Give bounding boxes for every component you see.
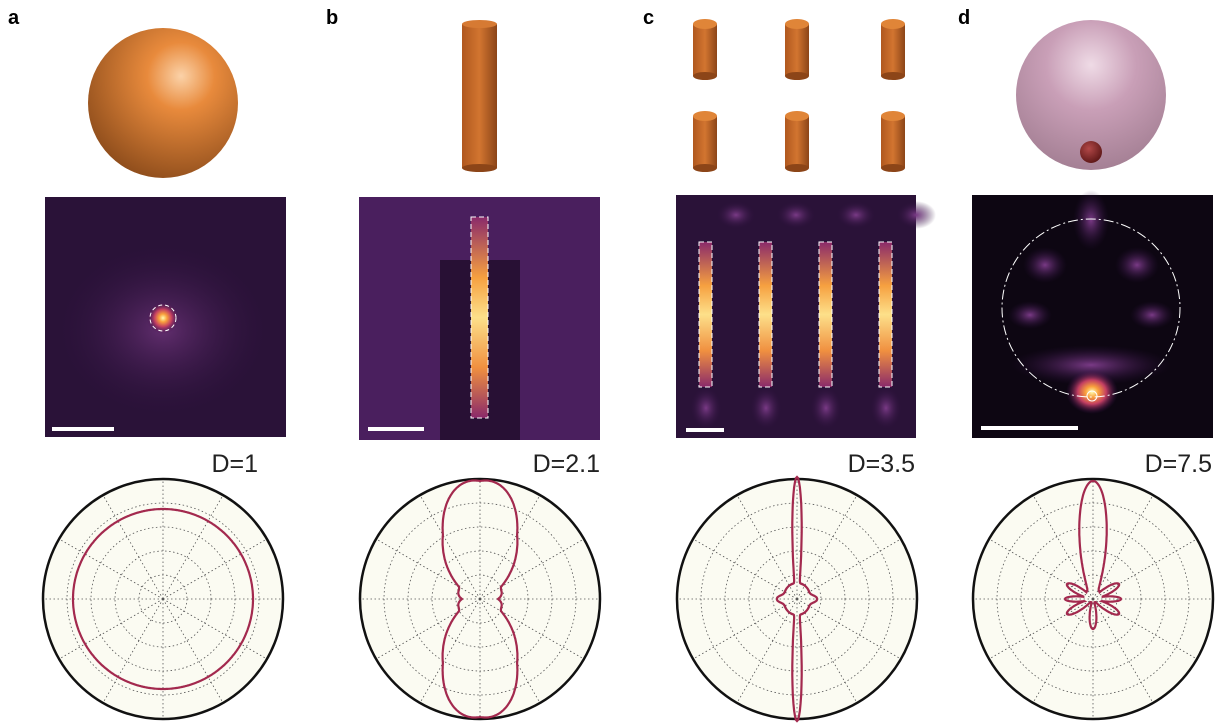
rod-outline: [698, 241, 713, 388]
sphere: [88, 28, 238, 178]
rod: [699, 242, 712, 387]
polar-spoke: [692, 538, 798, 600]
radiation-pattern: [775, 475, 819, 723]
polar-spoke: [162, 494, 224, 600]
polar-spoke: [1032, 494, 1094, 600]
cylinder-base: [693, 164, 717, 172]
polar-spoke: [102, 494, 164, 600]
sphere: [1016, 20, 1166, 170]
polar-spoke: [479, 598, 541, 704]
polar-spoke: [162, 598, 224, 704]
polar-spoke: [692, 598, 798, 660]
polar-border: [358, 477, 602, 721]
polar-spoke: [375, 538, 481, 600]
panel-label: b: [326, 7, 338, 29]
cylinder: [881, 24, 905, 76]
radiation-pattern: [71, 507, 255, 691]
polar-spoke: [1092, 598, 1154, 704]
glow: [716, 201, 756, 229]
scale-bar: [686, 428, 724, 432]
glow: [810, 386, 842, 430]
radiation-pattern: [441, 479, 519, 719]
cylinder: [785, 24, 809, 76]
cylinder: [693, 116, 717, 168]
polar-spoke: [58, 598, 164, 660]
cylinder-top: [881, 111, 905, 121]
polar-spoke: [1092, 598, 1198, 660]
cylinder-top: [693, 19, 717, 29]
glow: [776, 201, 816, 229]
directivity: D=2.1: [533, 450, 600, 478]
polar-spoke: [1092, 538, 1198, 600]
rod: [819, 242, 832, 387]
rod: [879, 242, 892, 387]
directivity: D=7.5: [1145, 450, 1212, 478]
cylinder-base: [785, 164, 809, 172]
polar-spoke: [102, 598, 164, 704]
polar-spoke: [988, 598, 1094, 660]
polar-border: [675, 477, 919, 721]
polar-spoke: [988, 538, 1094, 600]
field-map: [45, 197, 286, 437]
glow: [896, 201, 936, 229]
cylinder-top: [785, 19, 809, 29]
polar-spoke: [736, 598, 798, 704]
cylinder-base: [881, 164, 905, 172]
polar-spoke: [1032, 598, 1094, 704]
polar-spoke: [479, 598, 585, 660]
polar-spoke: [796, 538, 902, 600]
polar-spoke: [736, 494, 798, 600]
panel-label: c: [643, 7, 654, 29]
small-sphere: [1080, 141, 1102, 163]
polar-spoke: [796, 598, 858, 704]
field-map: [676, 195, 936, 438]
polar-border: [41, 477, 285, 721]
polar-plots: [41, 475, 1215, 723]
cylinder-base: [881, 72, 905, 80]
cylinder: [785, 116, 809, 168]
polar-spoke: [162, 538, 268, 600]
cylinder: [693, 24, 717, 76]
panel-label: d: [958, 7, 970, 29]
polar-spoke: [479, 494, 541, 600]
glow: [690, 386, 722, 430]
cylinder-base: [693, 72, 717, 80]
directivity: D=3.5: [848, 450, 915, 478]
cylinder-array: [693, 19, 905, 172]
cylinder-top: [881, 19, 905, 29]
glow: [750, 386, 782, 430]
rod: [759, 242, 772, 387]
field-map: [359, 197, 600, 440]
radiation-pattern: [1063, 479, 1123, 631]
cylinder: [881, 116, 905, 168]
cylinder: [462, 20, 497, 172]
field-map: [972, 190, 1213, 438]
polar-border: [971, 477, 1215, 721]
glow: [870, 386, 902, 430]
polar-spoke: [479, 538, 585, 600]
panel-label: a: [8, 7, 20, 29]
polar-spoke: [162, 598, 268, 660]
polar-spoke: [419, 598, 481, 704]
cylinder-top: [785, 111, 809, 121]
polar-spoke: [1092, 494, 1154, 600]
rod-outline: [758, 241, 773, 388]
cylinder-top: [693, 111, 717, 121]
polar-spoke: [796, 494, 858, 600]
polar-spoke: [419, 494, 481, 600]
rod-outline: [878, 241, 893, 388]
cylinder-base: [785, 72, 809, 80]
glow: [836, 201, 876, 229]
polar-spoke: [375, 598, 481, 660]
polar-spoke: [58, 538, 164, 600]
directivity: D=1: [211, 450, 258, 478]
rod-outline: [818, 241, 833, 388]
polar-spoke: [796, 598, 902, 660]
